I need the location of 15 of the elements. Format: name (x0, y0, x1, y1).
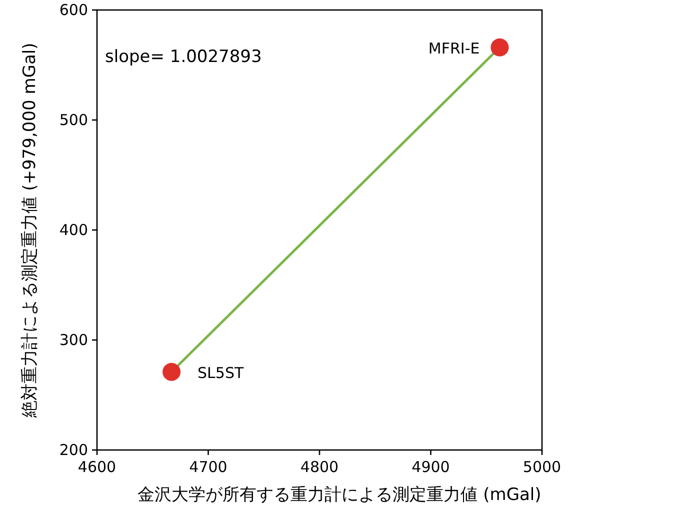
x-tick-label: 5000 (522, 458, 562, 476)
x-tick-label: 4600 (78, 458, 116, 476)
annotation: MFRI-E (428, 39, 480, 58)
y-tick-label: 200 (59, 441, 88, 459)
x-tick-label: 4900 (412, 458, 450, 476)
y-tick-label: 600 (59, 1, 88, 19)
y-tick-label: 300 (59, 331, 88, 349)
y-axis-title: 絶対重力計による測定重力値 (+979,000 mGal) (20, 42, 40, 418)
x-axis-title: 金沢大学が所有する重力計による測定重力値 (mGal) (138, 485, 542, 505)
x-tick-label: 4700 (189, 458, 228, 476)
y-tick-label: 400 (59, 221, 88, 239)
annotation: slope= 1.0027893 (105, 47, 262, 67)
x-tick-label: 4800 (300, 458, 339, 476)
annotation: SL5ST (198, 364, 244, 382)
y-tick-label: 500 (59, 111, 88, 129)
